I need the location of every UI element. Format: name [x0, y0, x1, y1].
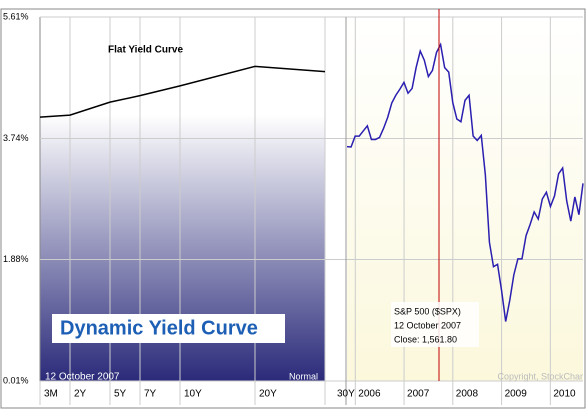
y-tick-label: 5.61% [3, 11, 29, 21]
x-tick-label: 20Y [259, 389, 277, 400]
annotation-box [391, 302, 479, 347]
x-tick-label: 2007 [407, 389, 430, 400]
x-tick-label: 30Y [337, 389, 355, 400]
annotation: 12 October 2007 [394, 320, 461, 330]
banner-box [52, 314, 285, 343]
y-tick-label: 0.01% [3, 375, 29, 385]
x-tick-label: 5Y [114, 389, 127, 400]
y-tick-label: 3.74% [3, 133, 29, 143]
date-label: 12 October 2007 [45, 372, 120, 383]
x-tick-label: 2009 [505, 389, 528, 400]
x-tick-label: 3M [44, 389, 58, 400]
state-label: Normal [289, 371, 318, 381]
annotation: Flat Yield Curve [108, 45, 183, 56]
annotation: Close: 1,561.80 [394, 334, 457, 344]
data-line [39, 65, 326, 118]
copyright: Copyright, StockChar [497, 371, 583, 381]
x-tick-label: 10Y [184, 389, 202, 400]
y-tick-label: 1.88% [3, 254, 29, 264]
x-tick-label: 7Y [144, 389, 157, 400]
x-tick-label: 2Y [74, 389, 87, 400]
banner: Dynamic Yield Curve [60, 317, 258, 339]
x-tick-label: 2010 [553, 389, 576, 400]
x-tick-label: 2008 [456, 389, 479, 400]
annotation: S&P 500 ($SPX) [394, 306, 461, 316]
x-tick-label: 2006 [358, 389, 381, 400]
plot [39, 9, 584, 405]
data-line [346, 42, 584, 322]
